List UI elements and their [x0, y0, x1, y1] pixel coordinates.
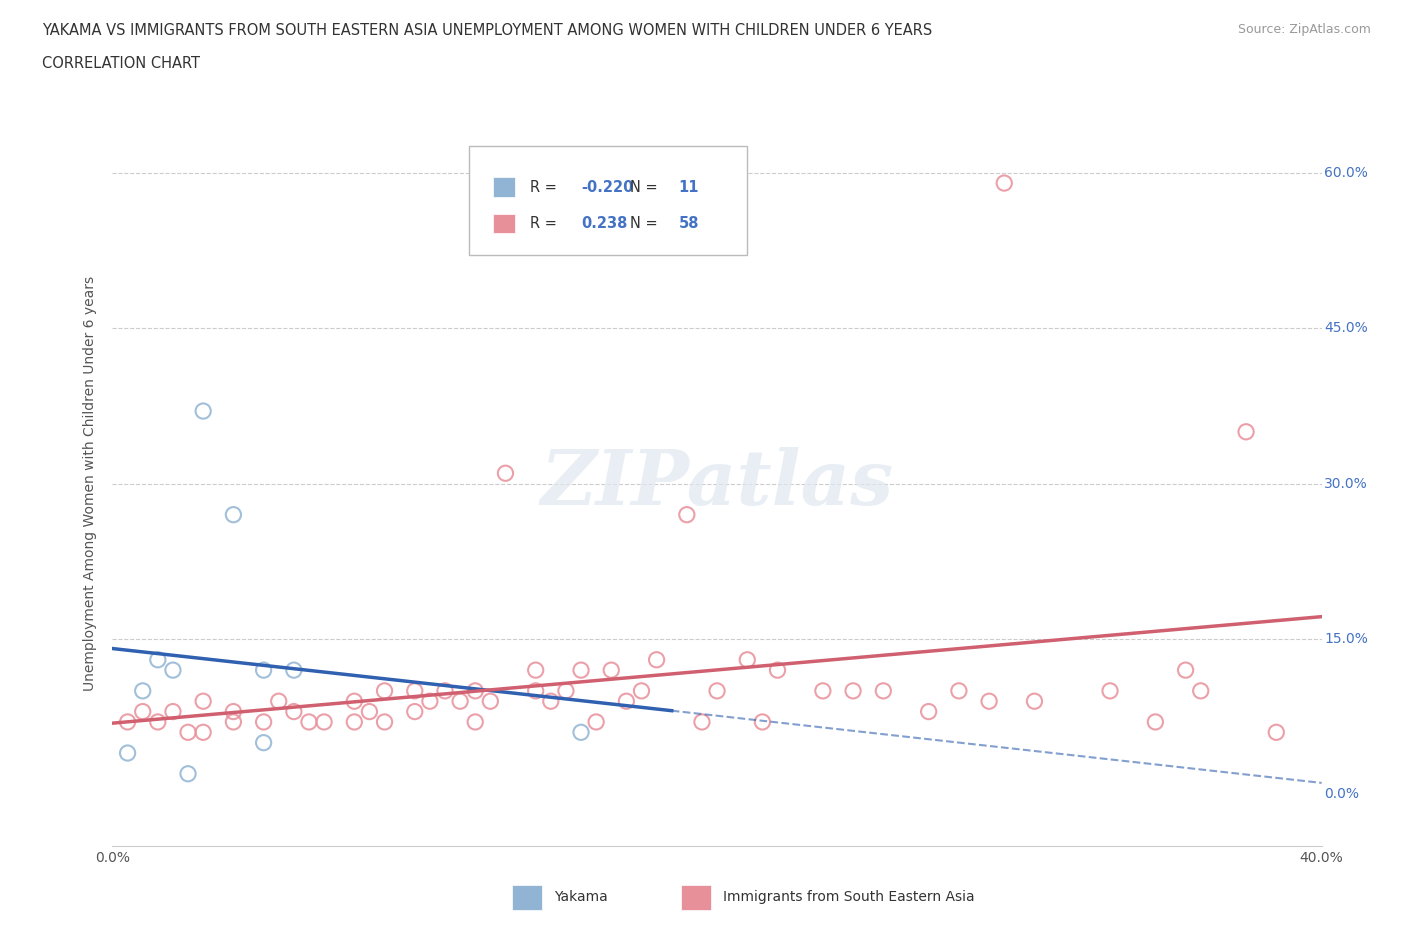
Point	[283, 663, 305, 678]
Point	[162, 704, 184, 719]
Point	[540, 694, 562, 709]
Point	[374, 714, 396, 729]
Point	[177, 766, 200, 781]
Point	[191, 694, 214, 709]
Point	[645, 652, 668, 667]
Point	[433, 684, 456, 698]
Text: N =: N =	[630, 216, 662, 231]
Text: R =: R =	[530, 216, 561, 231]
Text: -0.220: -0.220	[582, 179, 634, 194]
FancyBboxPatch shape	[494, 178, 515, 197]
Point	[479, 694, 502, 709]
Point	[569, 724, 592, 739]
Point	[267, 694, 290, 709]
Point	[1098, 684, 1121, 698]
Point	[283, 704, 305, 719]
Text: N =: N =	[630, 179, 662, 194]
Text: 45.0%: 45.0%	[1324, 321, 1368, 335]
Point	[359, 704, 381, 719]
Point	[600, 663, 623, 678]
Point	[630, 684, 652, 698]
Point	[977, 694, 1000, 709]
Point	[872, 684, 894, 698]
Point	[146, 652, 169, 667]
Point	[811, 684, 834, 698]
Y-axis label: Unemployment Among Women with Children Under 6 years: Unemployment Among Women with Children U…	[83, 276, 97, 691]
Point	[449, 694, 471, 709]
Point	[751, 714, 773, 729]
Point	[132, 704, 155, 719]
Point	[253, 736, 276, 751]
Point	[554, 684, 576, 698]
Point	[222, 507, 245, 522]
Point	[585, 714, 607, 729]
Text: R =: R =	[530, 179, 561, 194]
Point	[419, 694, 441, 709]
Text: Yakama: Yakama	[554, 890, 607, 904]
Point	[495, 466, 517, 481]
Point	[524, 663, 547, 678]
Point	[948, 684, 970, 698]
Point	[1265, 724, 1288, 739]
Point	[222, 704, 245, 719]
Point	[374, 684, 396, 698]
Point	[524, 684, 547, 698]
Point	[191, 724, 214, 739]
Point	[1144, 714, 1167, 729]
Point	[690, 714, 713, 729]
Text: Immigrants from South Eastern Asia: Immigrants from South Eastern Asia	[723, 890, 974, 904]
Point	[132, 684, 155, 698]
Text: 60.0%: 60.0%	[1324, 166, 1368, 179]
Text: 58: 58	[678, 216, 699, 231]
FancyBboxPatch shape	[494, 214, 515, 233]
Point	[737, 652, 759, 667]
Point	[993, 176, 1015, 191]
Point	[675, 507, 697, 522]
FancyBboxPatch shape	[512, 884, 541, 910]
Point	[222, 714, 245, 729]
Point	[146, 714, 169, 729]
Text: ZIPatlas: ZIPatlas	[540, 446, 894, 521]
Point	[117, 746, 139, 761]
Point	[1174, 663, 1197, 678]
Point	[298, 714, 321, 729]
Point	[918, 704, 941, 719]
Text: CORRELATION CHART: CORRELATION CHART	[42, 56, 200, 71]
Point	[1234, 424, 1257, 439]
Text: 30.0%: 30.0%	[1324, 476, 1368, 491]
Text: 15.0%: 15.0%	[1324, 632, 1368, 646]
Point	[1024, 694, 1046, 709]
Point	[842, 684, 865, 698]
Point	[616, 694, 638, 709]
Point	[314, 714, 336, 729]
Point	[343, 694, 366, 709]
Point	[253, 663, 276, 678]
Text: 0.0%: 0.0%	[1324, 788, 1360, 802]
Text: 11: 11	[678, 179, 699, 194]
Point	[191, 404, 214, 418]
Point	[177, 724, 200, 739]
Text: 0.238: 0.238	[582, 216, 628, 231]
Point	[343, 714, 366, 729]
Point	[766, 663, 789, 678]
Point	[1189, 684, 1212, 698]
Point	[253, 714, 276, 729]
Point	[464, 714, 486, 729]
Point	[117, 714, 139, 729]
Point	[404, 704, 426, 719]
FancyBboxPatch shape	[470, 146, 748, 255]
Point	[569, 663, 592, 678]
Text: Source: ZipAtlas.com: Source: ZipAtlas.com	[1237, 23, 1371, 36]
Point	[464, 684, 486, 698]
Point	[404, 684, 426, 698]
Text: YAKAMA VS IMMIGRANTS FROM SOUTH EASTERN ASIA UNEMPLOYMENT AMONG WOMEN WITH CHILD: YAKAMA VS IMMIGRANTS FROM SOUTH EASTERN …	[42, 23, 932, 38]
Point	[706, 684, 728, 698]
Point	[162, 663, 184, 678]
FancyBboxPatch shape	[681, 884, 711, 910]
